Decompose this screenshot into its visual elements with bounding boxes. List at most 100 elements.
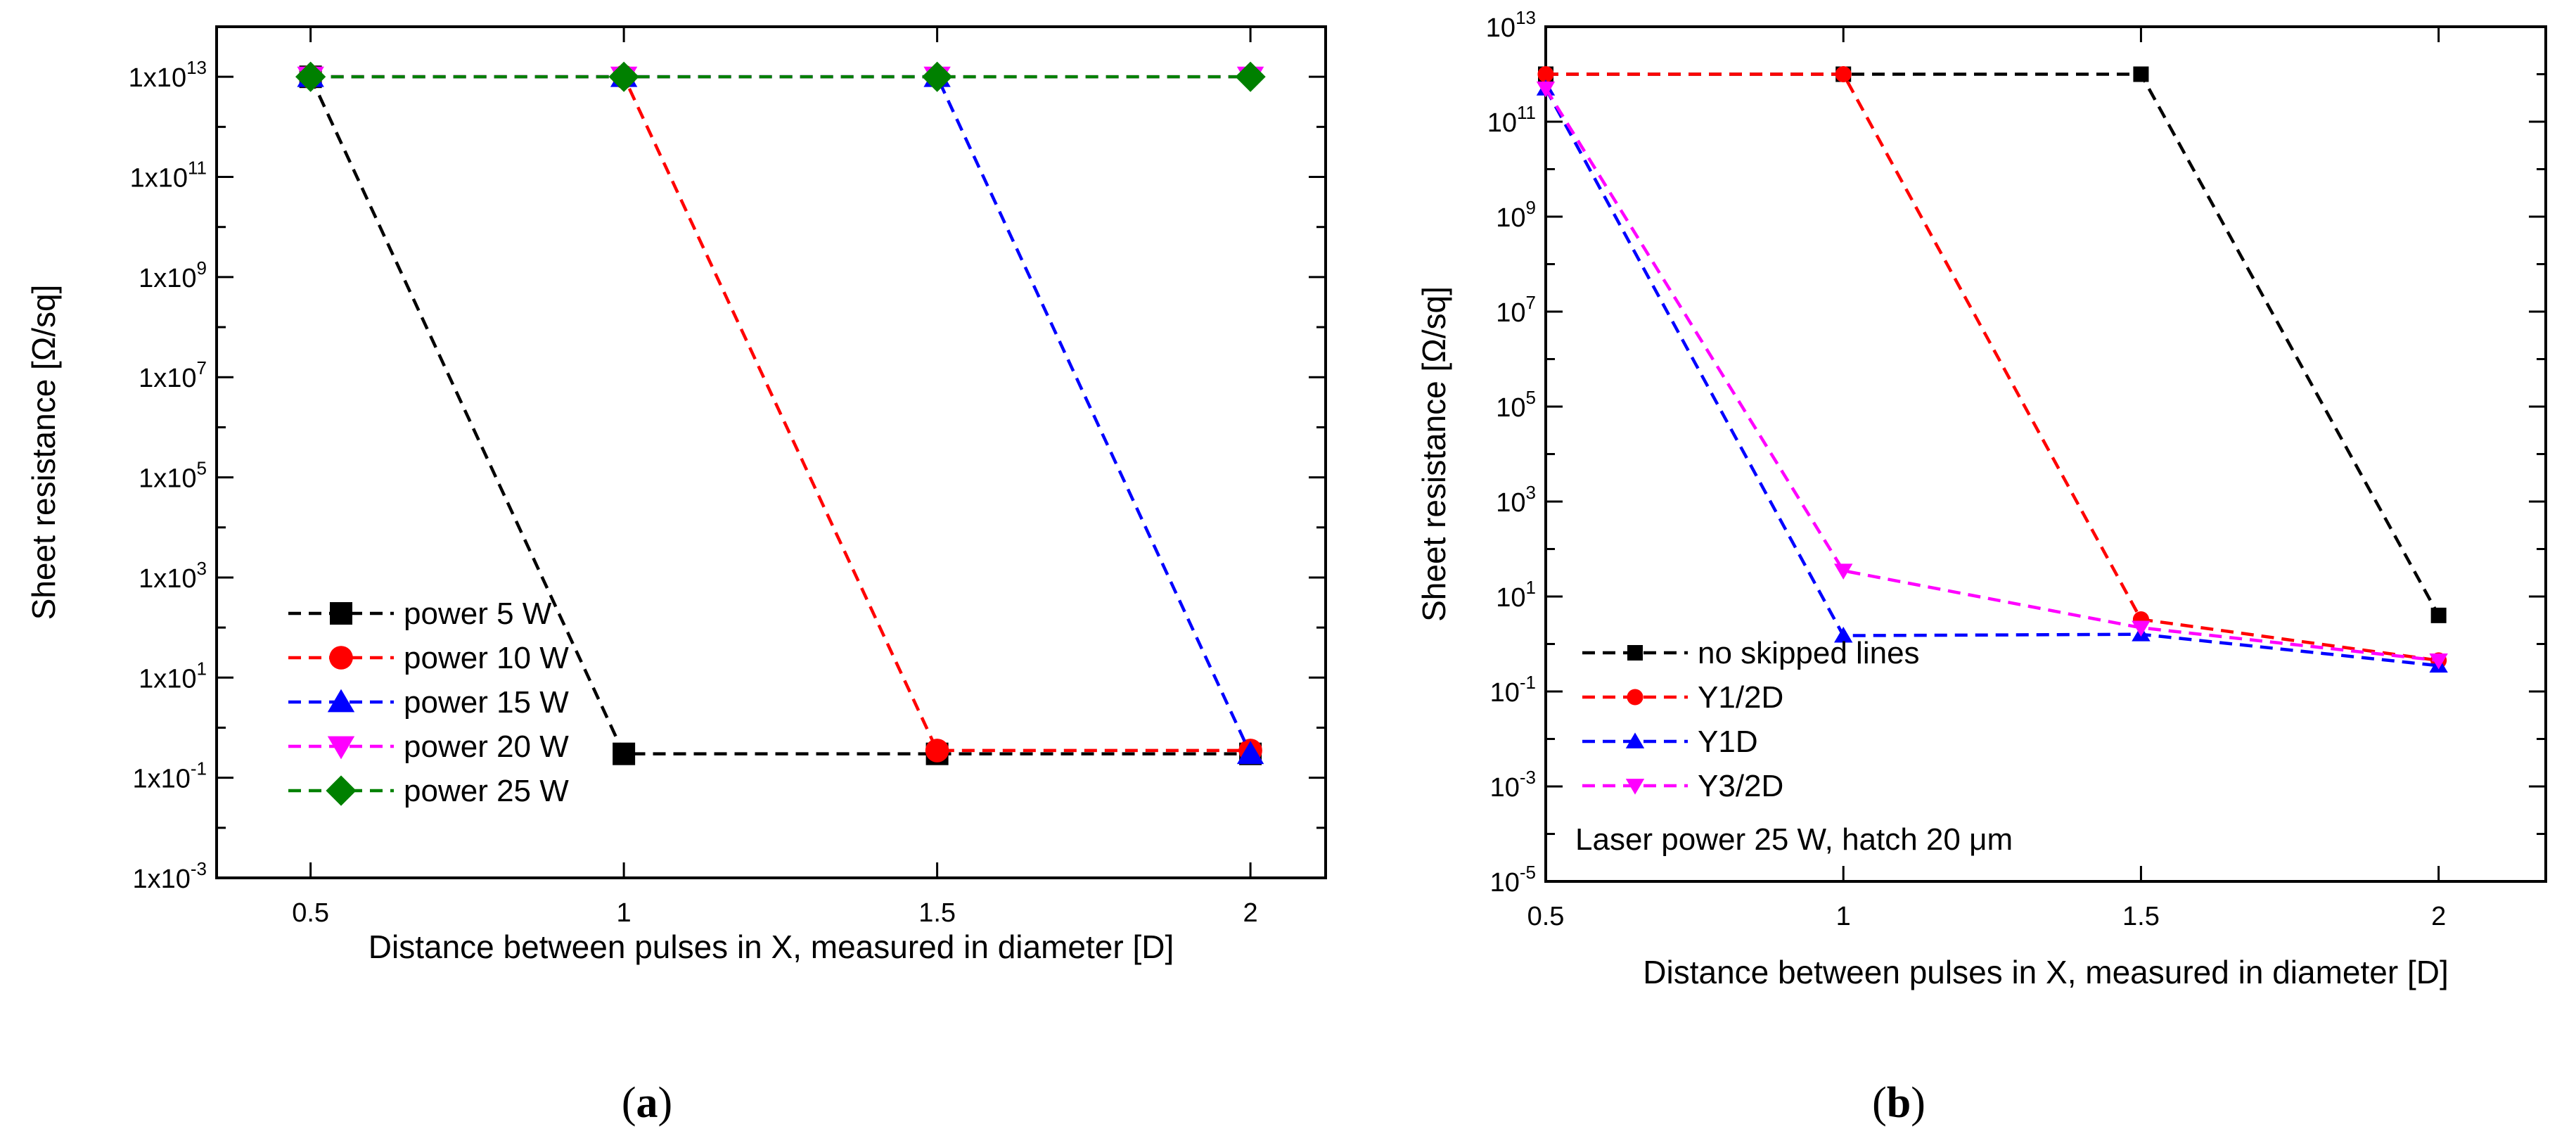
legend-marker: [327, 689, 355, 713]
y-tick-label: 1x107: [139, 357, 207, 393]
data-point: [1235, 61, 1266, 92]
legend-marker: [1625, 732, 1645, 748]
series-line: [1546, 72, 2440, 616]
legend-label: power 15 W: [404, 685, 569, 720]
chart-panel-a: 0.5 1 1.5 21x10-31x10-11x1011x1031x1051x107…: [25, 25, 1327, 1127]
y-tick-base: 10: [1487, 108, 1517, 138]
y-tick-exponent: 9: [1526, 197, 1536, 218]
series-line: [310, 75, 1251, 753]
y-tick-exponent: -1: [191, 758, 207, 779]
legend-label: power 10 W: [404, 641, 569, 675]
y-tick-base: 1x10: [132, 865, 190, 894]
caption-close: ): [658, 1079, 673, 1127]
data-point: [1835, 65, 1852, 83]
y-tick-label: 1x1013: [129, 57, 207, 93]
y-tick-base: 1x10: [132, 765, 190, 794]
y-tick-label: 1x1011: [130, 158, 207, 193]
y-tick-base: 1x10: [130, 164, 188, 193]
data-point: [2430, 607, 2447, 623]
y-tick-exponent: 3: [197, 558, 207, 579]
y-tick-exponent: 5: [1526, 387, 1536, 408]
y-tick-label: 1011: [1487, 102, 1536, 138]
panel-caption: (a): [622, 1079, 672, 1127]
data-point: [2132, 620, 2151, 637]
y-tick-label: 10-3: [1490, 767, 1536, 803]
y-tick-base: 1x10: [139, 464, 196, 494]
data-point: [1536, 81, 1556, 98]
series-power-25-w: [295, 61, 1266, 92]
series-y3-2d: [1536, 81, 2448, 670]
y-tick-base: 10: [1490, 678, 1520, 708]
x-tick-label: 1: [617, 898, 632, 928]
legend-label: power 20 W: [404, 729, 569, 764]
y-tick-label: 109: [1496, 197, 1536, 233]
y-tick-exponent: 13: [186, 57, 207, 78]
y-tick-label: 10-1: [1490, 672, 1536, 708]
y-tick-base: 10: [1496, 488, 1525, 518]
x-tick-label: 1: [1836, 902, 1851, 931]
y-tick-exponent: 5: [197, 458, 207, 479]
data-point: [2429, 653, 2448, 670]
legend-label: Y1D: [1698, 725, 1758, 759]
legend: no skipped lines Y1/2D Y1D Y3/2D: [1582, 636, 1920, 803]
y-tick-exponent: -3: [191, 858, 207, 879]
y-tick-base: 10: [1490, 773, 1520, 803]
legend-marker: [1627, 689, 1643, 706]
y-tick-label: 103: [1496, 482, 1536, 518]
y-tick-exponent: 7: [1526, 292, 1536, 313]
y-tick-label: 101: [1496, 577, 1536, 613]
legend-label: power 25 W: [404, 774, 569, 808]
y-tick-label: 107: [1496, 292, 1536, 328]
legend: power 5 W power 10 W power 15 W power 20 W p…: [288, 597, 569, 808]
y-tick-base: 10: [1490, 868, 1520, 898]
x-tick-label: 2: [2431, 902, 2446, 931]
y-tick-exponent: 11: [1517, 102, 1536, 123]
y-tick-base: 10: [1496, 583, 1525, 613]
x-axis-label: Distance between pulses in X, measured i…: [369, 929, 1174, 965]
y-tick-label: 1x105: [139, 458, 207, 494]
caption-close: ): [1911, 1079, 1925, 1127]
y-axis-label: Sheet resistance [Ω/sq]: [25, 285, 62, 620]
series-line: [1546, 72, 2439, 663]
x-tick-label: 1.5: [918, 898, 956, 928]
y-tick-label: 1x109: [139, 257, 207, 293]
series-line: [309, 76, 1251, 755]
series-line: [1544, 87, 2439, 668]
plot-frame: [1544, 25, 2547, 883]
y-tick-label: 105: [1496, 387, 1536, 423]
y-axis-label: Sheet resistance [Ω/sq]: [1416, 286, 1452, 622]
x-tick-label: 2: [1243, 898, 1258, 928]
caption-letter: a: [636, 1079, 658, 1127]
legend-marker: [326, 775, 357, 806]
data-point: [1834, 563, 1853, 580]
data-point: [613, 742, 636, 765]
data-point: [2133, 66, 2149, 82]
y-tick-base: 10: [1496, 203, 1525, 233]
legend-marker: [1627, 645, 1643, 661]
data-point: [295, 61, 326, 92]
data-point: [1834, 626, 1853, 643]
y-tick-label: 10-5: [1490, 862, 1536, 898]
y-tick-exponent: 13: [1516, 7, 1536, 28]
legend-marker: [329, 646, 353, 670]
y-tick-exponent: 9: [197, 257, 207, 279]
chart-annotation: Laser power 25 W, hatch 20 μm: [1575, 822, 2013, 857]
y-tick-base: 10: [1496, 298, 1525, 328]
legend-marker: [330, 602, 352, 625]
y-tick-exponent: -5: [1520, 862, 1536, 883]
legend-label: power 5 W: [404, 597, 552, 631]
panel-caption: (b): [1872, 1079, 1925, 1127]
data-point: [925, 739, 949, 763]
y-tick-base: 1x10: [139, 364, 196, 393]
y-tick-base: 1x10: [129, 63, 186, 93]
caption-letter: b: [1887, 1079, 1911, 1127]
caption-open: (: [622, 1079, 636, 1127]
series-y1-2d: [1537, 65, 2447, 669]
y-tick-label: 1x10-1: [132, 758, 207, 794]
series-y1d: [1536, 79, 2448, 673]
legend-label: Y1/2D: [1698, 680, 1783, 715]
y-tick-base: 10: [1486, 13, 1516, 43]
y-tick-base: 1x10: [139, 264, 196, 293]
series-no-skipped-lines: [1538, 66, 2447, 623]
